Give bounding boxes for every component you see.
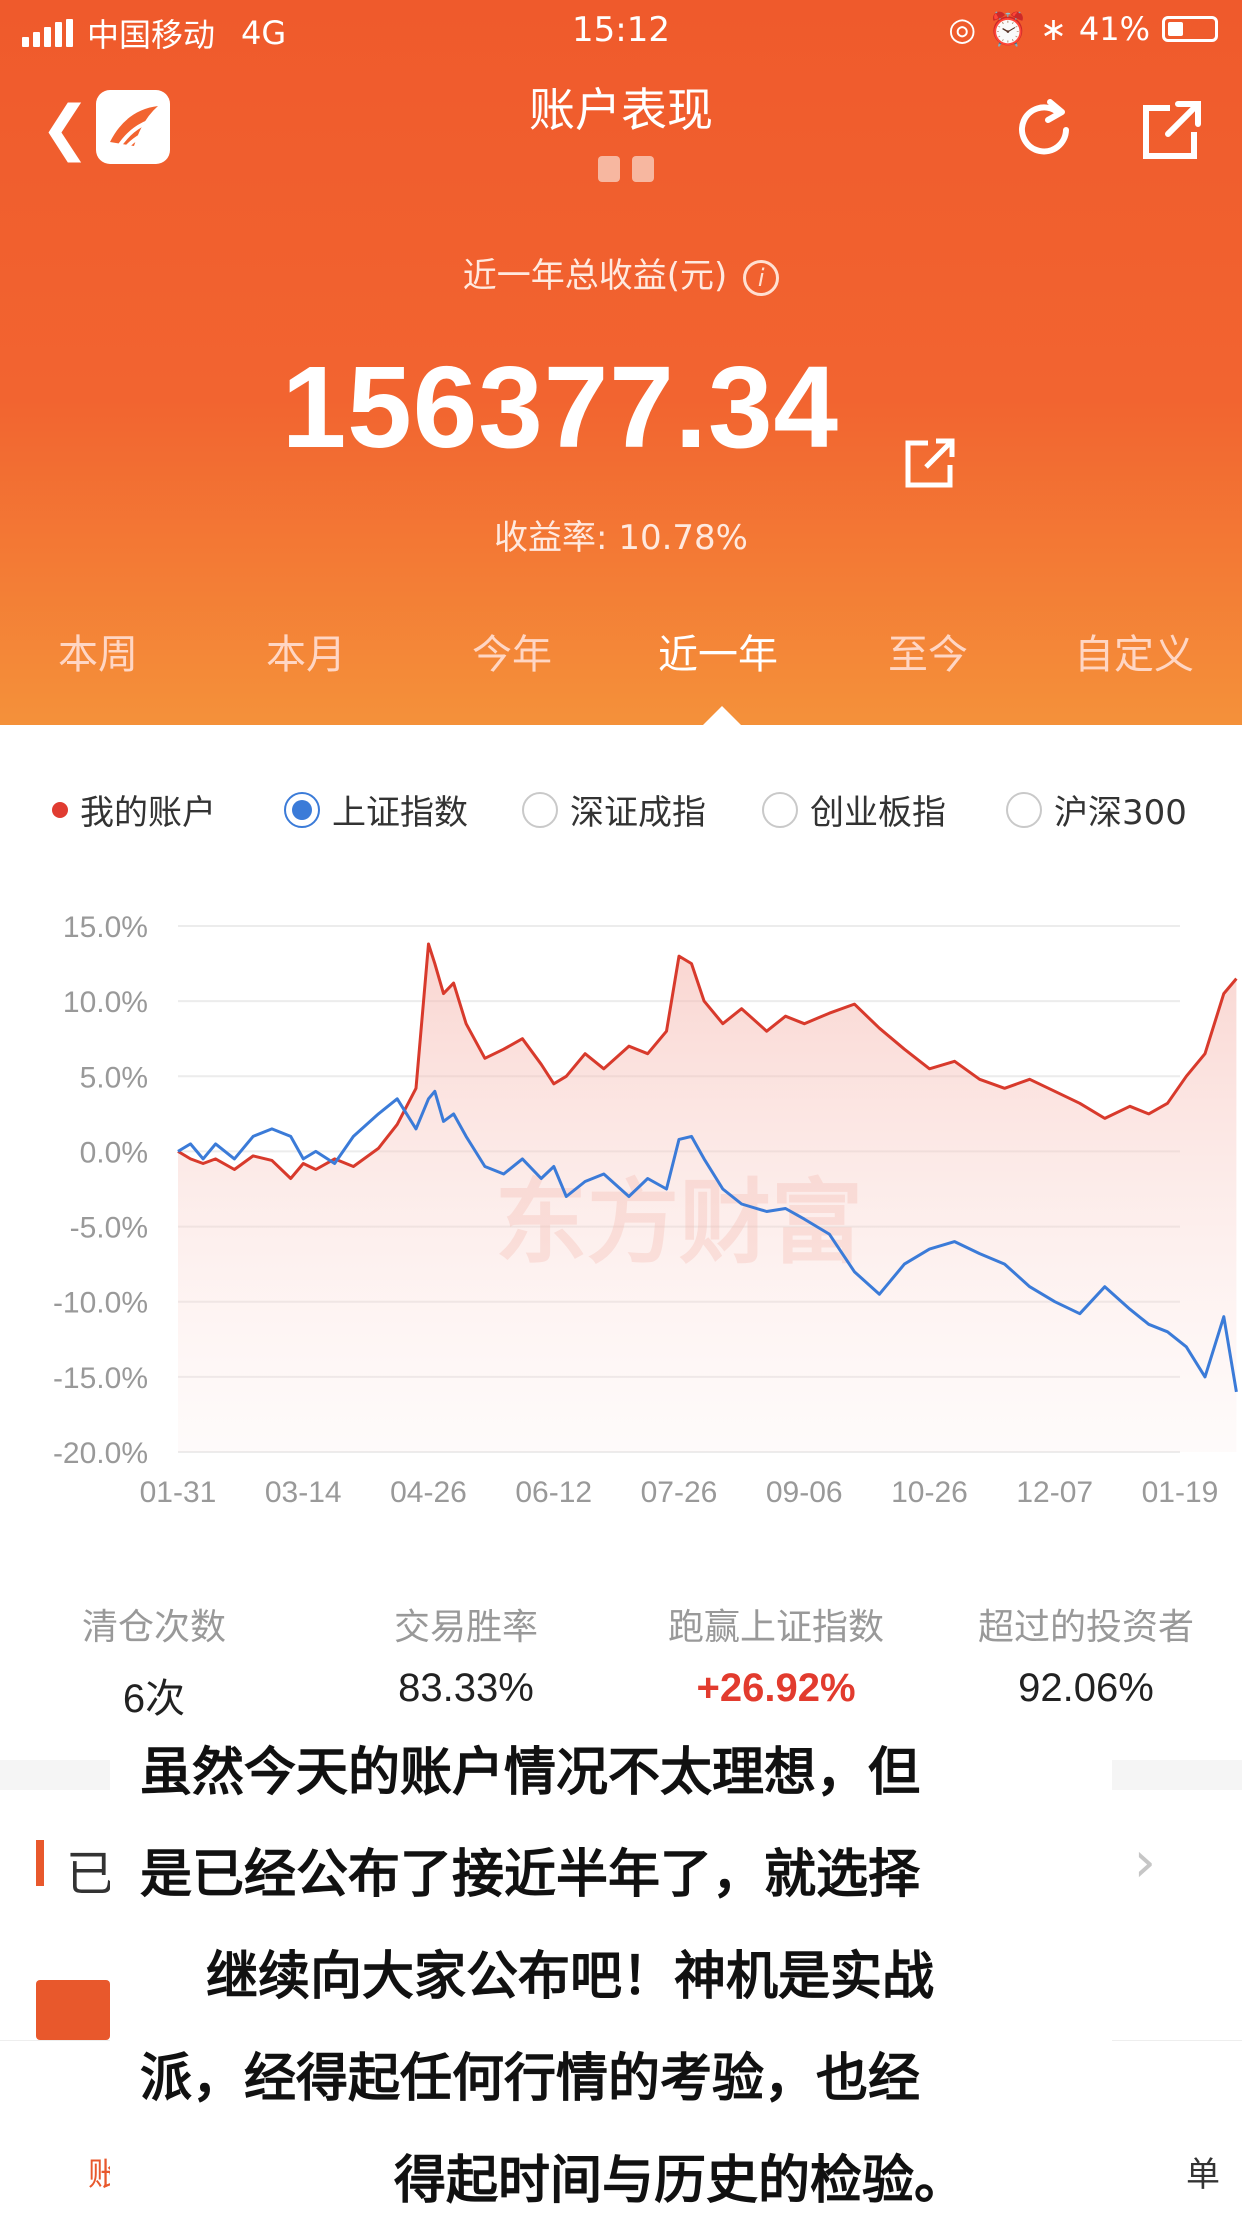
tab-custom[interactable]: 自定义 [1074, 632, 1194, 678]
radio-unselected[interactable] [762, 791, 798, 828]
caption-line: 继续向大家公布吧！神机是实战 [206, 1947, 935, 2007]
chart-svg: 东方财富 15.0%10.0%5.0%0.0%-5.0%-10.0%-15.0%… [53, 911, 1238, 1509]
radio-unselected[interactable] [1006, 791, 1042, 828]
stat-win-rate: 交易胜率 83.33% [316, 1598, 616, 1711]
legend-label: 深证成指 [570, 793, 706, 833]
tab-week[interactable]: 本周 [58, 632, 138, 678]
nav-bar: ❮ 账户表现 [0, 70, 1242, 182]
refresh-icon[interactable] [1006, 92, 1082, 168]
return-rate-label: 收益率: [494, 518, 608, 558]
return-rate-value: 10.78% [618, 518, 748, 558]
stat-label: 跑赢上证指数 [667, 1607, 884, 1648]
tab-year-to-date[interactable]: 今年 [472, 632, 552, 678]
bluetooth-icon: ∗ [1040, 10, 1067, 48]
y-tick-label: -10.0% [53, 1287, 148, 1320]
x-tick-label: 03-14 [265, 1476, 342, 1509]
chart-legend: 我的账户 上证指数 深证成指 创业板指 沪深300 [0, 785, 1242, 835]
battery-percent: 41% [1078, 10, 1150, 48]
signal-icon [22, 19, 73, 47]
x-tick-label: 12-07 [1016, 1476, 1093, 1509]
x-tick-label: 01-31 [140, 1476, 217, 1509]
stats-row: 清仓次数 6次 交易胜率 83.33% 跑赢上证指数 +26.92% 超过的投资… [0, 1598, 1242, 1721]
return-rate: 收益率: 10.78% [0, 510, 1242, 559]
radio-unselected[interactable] [522, 791, 558, 828]
alarm-icon: ⏰ [988, 10, 1029, 48]
app-logo [96, 90, 170, 164]
caption-line: 是已经公布了接近半年了，就选择 [140, 1845, 921, 1905]
status-bar: 中国移动 4G 15:12 ◎ ⏰ ∗ 41% [0, 0, 1242, 64]
legend-label: 我的账户 [80, 793, 216, 833]
active-tab-pointer [702, 706, 742, 726]
account-id-blurred [594, 156, 658, 182]
x-tick-label: 01-19 [1142, 1476, 1219, 1509]
y-tick-label: 0.0% [80, 1136, 148, 1169]
series-line-sse-index [177, 1089, 1238, 1393]
stat-label: 交易胜率 [393, 1607, 538, 1648]
network-label: 4G [241, 14, 287, 52]
share-icon[interactable] [1134, 92, 1210, 168]
legend-dot [52, 801, 68, 818]
status-time: 15:12 [572, 10, 670, 50]
stat-value: 92.06% [1018, 1666, 1154, 1710]
legend-chinext[interactable]: 创业板指 [762, 785, 946, 834]
legend-csi300[interactable]: 沪深300 [1006, 785, 1187, 834]
x-tick-label: 06-12 [515, 1476, 592, 1509]
legend-label: 沪深300 [1054, 793, 1187, 833]
legend-my-account: 我的账户 [52, 785, 216, 834]
caption-line: 虽然今天的账户情况不太理想，但 [140, 1743, 921, 1803]
caption-line: 得起时间与历史的检验。 [394, 2151, 967, 2211]
orange-block [36, 1980, 110, 2040]
y-tick-label: -15.0% [53, 1362, 148, 1395]
bottom-tab-partial[interactable]: 单 [1186, 2155, 1220, 2195]
caption-overlay: 虽然今天的账户情况不太理想，但 是已经公布了接近半年了，就选择 继续向大家公布吧… [110, 1722, 1112, 2211]
y-tick-label: -5.0% [70, 1212, 148, 1245]
x-tick-label: 04-26 [390, 1476, 467, 1509]
legend-label: 上证指数 [332, 793, 468, 833]
y-tick-label: -20.0% [53, 1437, 148, 1470]
x-tick-label: 07-26 [641, 1476, 718, 1509]
lock-rotation-icon: ◎ [948, 10, 977, 48]
summary-label: 近一年总收益(元) i [0, 248, 1242, 297]
legend-label: 创业板指 [810, 793, 946, 833]
legend-szse-component[interactable]: 深证成指 [522, 785, 706, 834]
info-icon[interactable]: i [743, 259, 780, 296]
stat-label: 超过的投资者 [977, 1607, 1194, 1648]
period-tabs: 本周 本月 今年 近一年 至今 自定义 [0, 622, 1242, 692]
stat-value: 6次 [122, 1677, 186, 1721]
y-tick-label: 5.0% [80, 1061, 148, 1094]
section-title-partial: 已 [66, 1846, 115, 1902]
stat-clearances: 清仓次数 6次 [4, 1598, 304, 1724]
y-tick-label: 15.0% [63, 911, 148, 944]
legend-sse-index[interactable]: 上证指数 [284, 785, 468, 834]
total-profit: 156377.34 [0, 340, 1242, 488]
tab-month[interactable]: 本月 [266, 632, 346, 678]
stat-beat-investors: 超过的投资者 92.06% [936, 1598, 1236, 1711]
total-profit-value: 156377.34 [281, 342, 840, 472]
section-accent-bar [36, 1840, 44, 1886]
x-tick-label: 10-26 [891, 1476, 968, 1509]
summary-label-text: 近一年总收益(元) [462, 256, 728, 296]
chevron-left-icon[interactable]: ❮ [40, 93, 91, 163]
stat-beat-index: 跑赢上证指数 +26.92% [626, 1598, 926, 1711]
tab-last-year[interactable]: 近一年 [658, 632, 778, 678]
caption-line: 派，经得起任何行情的考验，也经 [140, 2049, 921, 2109]
stat-label: 清仓次数 [81, 1607, 226, 1648]
radio-selected[interactable] [284, 791, 320, 828]
performance-chart: 东方财富 15.0%10.0%5.0%0.0%-5.0%-10.0%-15.0%… [0, 880, 1242, 1520]
x-tick-label: 09-06 [766, 1476, 843, 1509]
page-title: 账户表现 [529, 83, 713, 137]
battery-icon [1162, 16, 1218, 42]
header: 中国移动 4G 15:12 ◎ ⏰ ∗ 41% ❮ 账户表现 [0, 0, 1242, 726]
carrier-label: 中国移动 [87, 16, 216, 54]
tab-since-inception[interactable]: 至今 [888, 632, 968, 678]
stat-value: 83.33% [398, 1666, 534, 1710]
series-line-my-account [177, 942, 1238, 1180]
stat-value: +26.92% [696, 1666, 856, 1710]
chevron-right-icon[interactable]: › [1133, 1830, 1156, 1895]
y-tick-label: 10.0% [63, 986, 148, 1019]
series-area-my-account [178, 944, 1237, 1452]
share-icon[interactable] [900, 386, 960, 488]
